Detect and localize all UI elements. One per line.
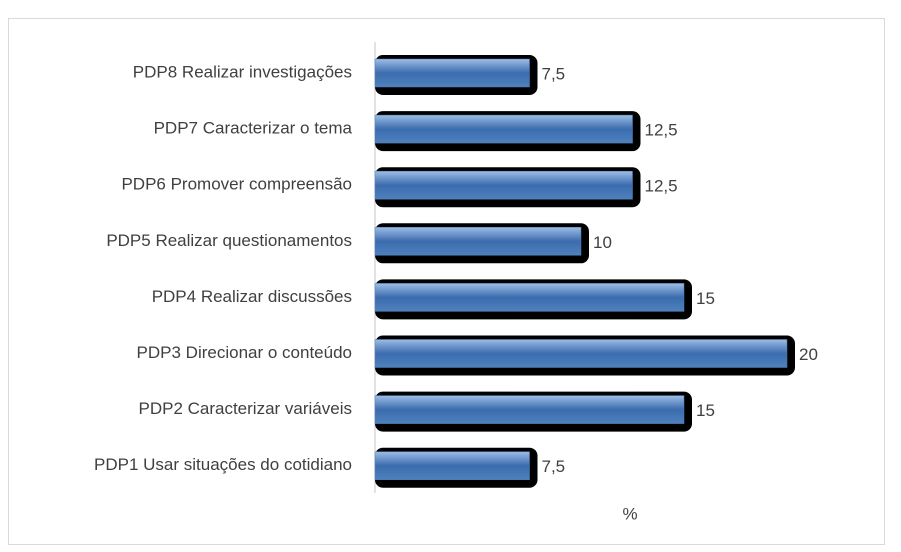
y-tick-label: PDP2 Caracterizar variáveis — [138, 399, 352, 418]
bar — [374, 283, 685, 312]
data-label: 10 — [593, 233, 612, 252]
data-label: 15 — [696, 401, 715, 420]
bar — [374, 227, 582, 256]
bar — [374, 170, 633, 200]
x-axis-label: % — [622, 504, 637, 523]
data-label: 7,5 — [542, 64, 566, 83]
bar — [374, 58, 530, 88]
bar — [374, 395, 685, 424]
y-tick-label: PDP7 Caracterizar o tema — [154, 119, 353, 138]
data-label: 12,5 — [645, 121, 678, 140]
bar — [374, 451, 530, 480]
data-label: 15 — [696, 289, 715, 308]
bar — [374, 114, 633, 144]
data-label: 12,5 — [645, 177, 678, 196]
data-label: 20 — [799, 345, 818, 364]
y-tick-label: PDP1 Usar situações do cotidiano — [94, 455, 352, 474]
y-tick-label: PDP5 Realizar questionamentos — [106, 231, 352, 250]
y-tick-label: PDP4 Realizar discussões — [152, 287, 352, 306]
data-label: 7,5 — [542, 457, 566, 476]
bar — [374, 339, 788, 368]
y-tick-label: PDP8 Realizar investigações — [133, 62, 352, 81]
y-tick-label: PDP6 Promover compreensão — [121, 175, 352, 194]
y-tick-label: PDP3 Direcionar o conteúdo — [137, 343, 352, 362]
